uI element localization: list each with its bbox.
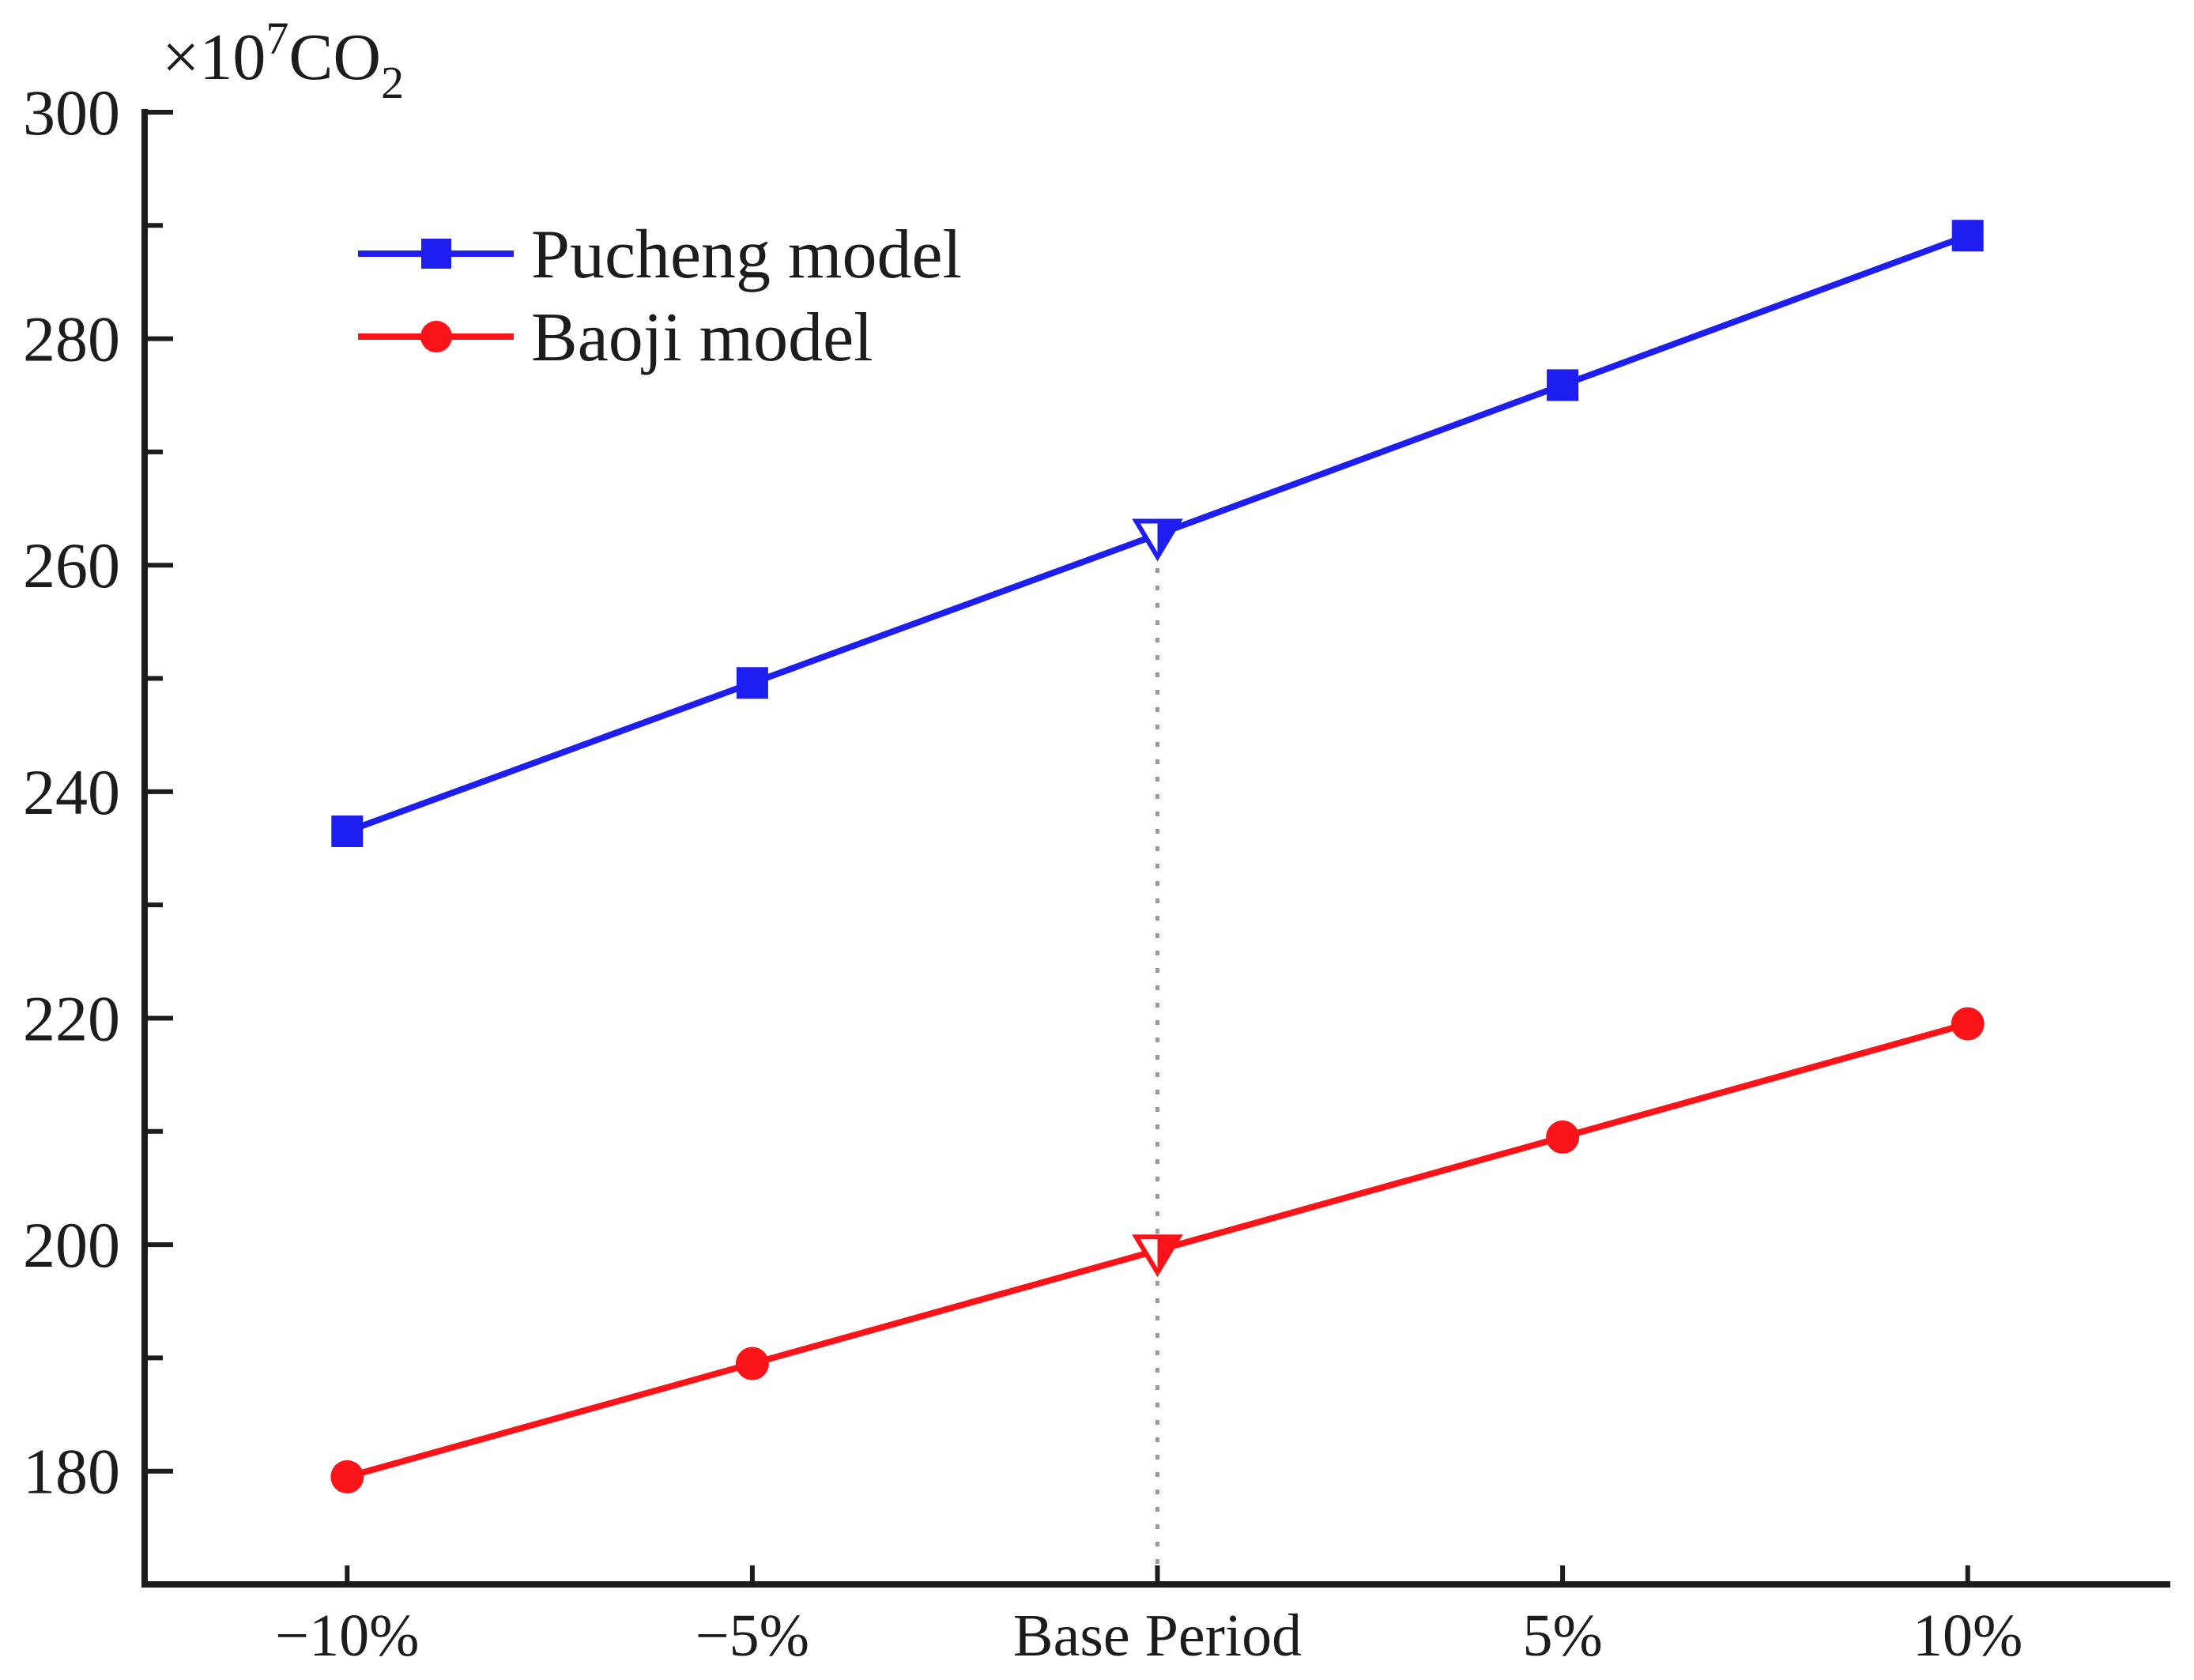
y-tick-label: 200 bbox=[23, 1209, 120, 1281]
legend-label: Pucheng model bbox=[531, 217, 962, 293]
pucheng-base-period-marker bbox=[1132, 518, 1183, 562]
baoji-base-period-marker bbox=[1132, 1234, 1183, 1278]
y-tick-label: 240 bbox=[23, 756, 120, 828]
baoji-marker bbox=[735, 1347, 769, 1381]
y-tick-label: 260 bbox=[23, 529, 120, 601]
x-tick-label: Base Period bbox=[1013, 1603, 1302, 1669]
y-tick-label: 300 bbox=[23, 77, 120, 149]
baoji-marker bbox=[1951, 1007, 1985, 1041]
pucheng-marker bbox=[736, 667, 768, 699]
x-tick-label: −5% bbox=[696, 1603, 809, 1669]
legend-square-marker-icon bbox=[421, 239, 451, 269]
legend-entry-pucheng: Pucheng model bbox=[358, 217, 962, 293]
legend-entry-baoji: Baoji model bbox=[358, 299, 873, 376]
pucheng-marker bbox=[1951, 220, 1984, 252]
x-tick-label: 10% bbox=[1913, 1603, 2022, 1669]
baoji-marker bbox=[1546, 1120, 1580, 1154]
y-tick-label: 220 bbox=[23, 982, 120, 1054]
baoji-marker bbox=[330, 1460, 364, 1494]
y-axis-unit-label: ×107CO2 bbox=[162, 13, 404, 108]
y-tick-label: 280 bbox=[23, 303, 120, 375]
legend-label: Baoji model bbox=[531, 299, 873, 376]
pucheng-marker bbox=[1547, 369, 1579, 401]
x-tick-label: 5% bbox=[1522, 1603, 1602, 1669]
y-tick-label: 180 bbox=[23, 1436, 120, 1508]
pucheng-marker bbox=[331, 816, 364, 848]
legend-circle-marker-icon bbox=[420, 321, 452, 352]
x-tick-label: −10% bbox=[275, 1603, 419, 1669]
